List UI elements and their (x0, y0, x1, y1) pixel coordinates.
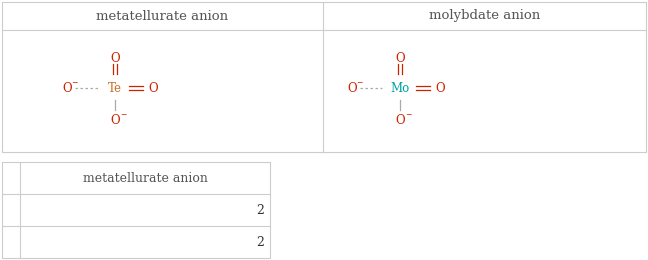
Text: 2: 2 (256, 236, 264, 249)
Text: −: − (405, 110, 411, 120)
Text: O: O (62, 81, 72, 94)
Text: O: O (110, 114, 120, 127)
Text: 2: 2 (256, 204, 264, 217)
Bar (2, 2, 646, 152)
Text: O: O (395, 114, 405, 127)
Text: O: O (148, 81, 158, 94)
Text: metatellurate anion: metatellurate anion (97, 10, 229, 23)
Text: metatellurate anion: metatellurate anion (82, 172, 207, 185)
Text: −: − (71, 79, 77, 88)
Text: molybdate anion: molybdate anion (429, 10, 540, 23)
Text: O: O (395, 51, 405, 64)
Text: Te: Te (108, 81, 122, 94)
Text: Mo: Mo (390, 81, 410, 94)
Text: O: O (435, 81, 445, 94)
Text: O: O (110, 51, 120, 64)
Text: −: − (356, 79, 362, 88)
Bar (2, 162, 270, 258)
Text: O: O (347, 81, 357, 94)
Text: −: − (120, 110, 126, 120)
